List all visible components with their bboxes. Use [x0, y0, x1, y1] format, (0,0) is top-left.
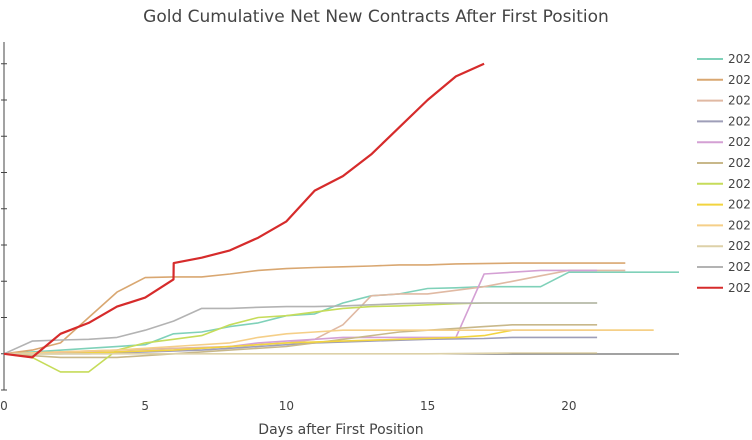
series-line: [3, 62, 485, 359]
x-tick-label: 10: [279, 399, 294, 413]
series-line: [4, 352, 598, 355]
legend-label: 202: [728, 73, 751, 87]
legend-label: 202: [728, 114, 751, 128]
legend-label: 202: [728, 239, 751, 253]
legend-item[interactable]: 202: [697, 218, 751, 232]
legend-item[interactable]: 202: [697, 135, 751, 149]
legend-label: 202: [728, 135, 751, 149]
series-line: [3, 262, 626, 355]
x-ticks: 0 5 10 15 20: [0, 399, 576, 413]
x-tick-label: 15: [420, 399, 435, 413]
legend-label: 202: [728, 156, 751, 170]
legend-item[interactable]: 202: [697, 52, 751, 66]
x-tick-label: 0: [0, 399, 8, 413]
legend-item[interactable]: 202: [697, 281, 751, 295]
legend-item[interactable]: 202: [697, 94, 751, 108]
legend-label: 202: [728, 281, 751, 295]
x-tick-label: 5: [141, 399, 149, 413]
legend-item[interactable]: 202: [697, 177, 751, 191]
legend-item[interactable]: 202: [697, 114, 751, 128]
y-ticks: [1, 63, 7, 391]
legend-item[interactable]: 202: [697, 260, 751, 274]
series-line: [3, 302, 598, 355]
legend-label: 202: [728, 94, 751, 108]
series-line: [3, 329, 654, 355]
legend-item[interactable]: 202: [697, 73, 751, 87]
legend-item[interactable]: 202: [697, 239, 751, 253]
series-line: [3, 323, 598, 359]
plot-area: 0 5 10 15 20: [0, 42, 679, 413]
x-tick-label: 20: [561, 399, 576, 413]
legend-label: 202: [728, 260, 751, 274]
series-line: [3, 269, 626, 355]
x-axis-title: Days after First Position: [258, 422, 423, 438]
legend-label: 202: [728, 52, 751, 66]
series-lines: [3, 62, 679, 373]
legend-item[interactable]: 202: [697, 156, 751, 170]
legend-label: 202: [728, 218, 751, 232]
legend-label: 202: [728, 177, 751, 191]
legend-item[interactable]: 202: [697, 198, 751, 212]
legend: 202 202 202 202 202 202 202 202 202 202 202 202: [697, 52, 751, 295]
legend-label: 202: [728, 198, 751, 212]
chart-title: Gold Cumulative Net New Contracts After …: [143, 7, 609, 27]
